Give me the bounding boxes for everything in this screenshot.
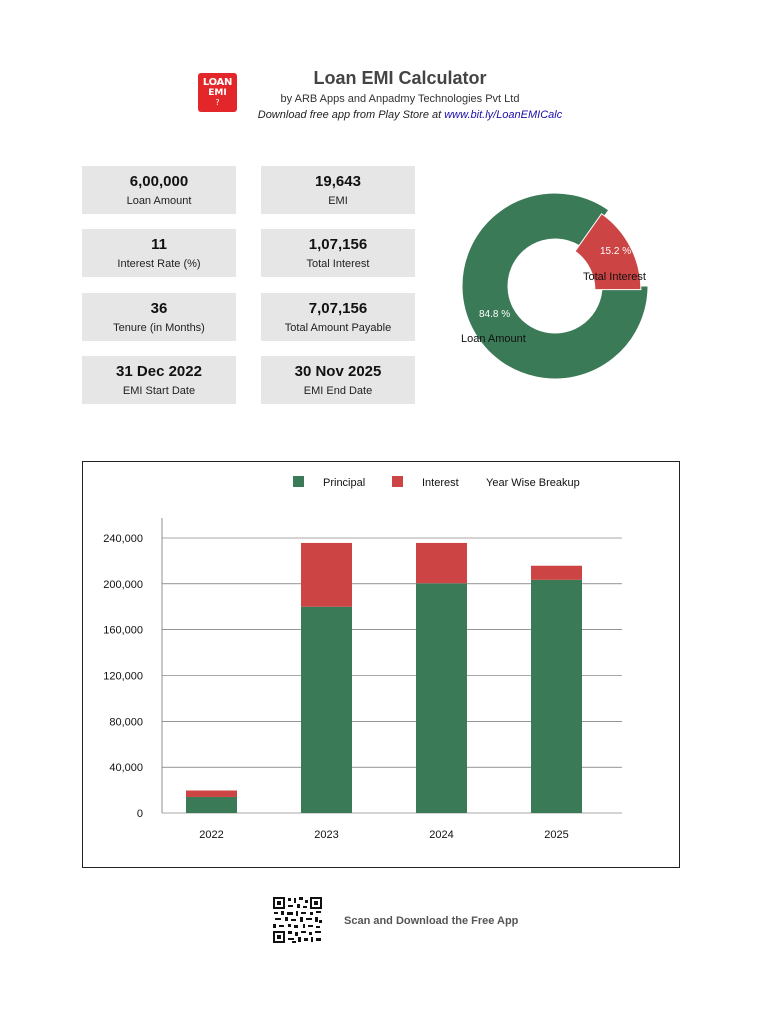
emi-value: 19,643 bbox=[315, 173, 361, 190]
donut-slice-total-interest bbox=[574, 213, 642, 291]
logo-line-2: EMI bbox=[208, 88, 227, 98]
interest-rate-label: Interest Rate (%) bbox=[117, 258, 201, 270]
x-tick-label: 2025 bbox=[544, 829, 568, 841]
total-interest-label: Total Interest bbox=[306, 258, 370, 270]
y-tick-label: 200,000 bbox=[103, 579, 143, 591]
bar-principal-2023 bbox=[301, 606, 352, 813]
app-logo: LOAN EMI ? bbox=[198, 73, 237, 112]
bar-interest-2022 bbox=[186, 790, 237, 797]
donut-category-loan: Loan Amount bbox=[461, 333, 526, 345]
total-payable-card: 7,07,156 Total Amount Payable bbox=[261, 293, 415, 341]
donut-slice-loan-amount bbox=[461, 192, 649, 380]
page-title: Loan EMI Calculator bbox=[313, 68, 487, 88]
start-date-label: EMI Start Date bbox=[122, 385, 196, 397]
start-date-value: 31 Dec 2022 bbox=[116, 363, 202, 380]
play-store-link[interactable]: www.bit.ly/LoanEMICalc bbox=[444, 109, 563, 121]
total-interest-card: 1,07,156 Total Interest bbox=[261, 229, 415, 277]
loan-amount-value: 6,00,000 bbox=[129, 173, 189, 190]
x-tick-label: 2022 bbox=[199, 829, 223, 841]
loan-amount-card: 6,00,000 Loan Amount bbox=[82, 166, 236, 214]
donut-category-interest: Total Interest bbox=[583, 271, 646, 283]
qr-code bbox=[272, 896, 323, 944]
y-tick-label: 0 bbox=[137, 808, 143, 820]
chart-title: Year Wise Breakup bbox=[486, 477, 580, 489]
emi-card: 19,643 EMI bbox=[261, 166, 415, 214]
y-tick-label: 80,000 bbox=[109, 716, 143, 728]
download-text: Download free app from Play Store at bbox=[257, 109, 445, 121]
bar-principal-2025 bbox=[531, 579, 582, 813]
emi-label: EMI bbox=[328, 195, 348, 207]
bar-interest-2024 bbox=[416, 542, 467, 584]
bar-interest-2023 bbox=[301, 542, 352, 607]
legend-label-principal: Principal bbox=[323, 477, 365, 489]
y-tick-label: 240,000 bbox=[103, 533, 143, 545]
start-date-card: 31 Dec 2022 EMI Start Date bbox=[82, 356, 236, 404]
donut-label-loan-percent: 84.8 % bbox=[479, 309, 510, 320]
scan-download-text: Scan and Download the Free App bbox=[344, 915, 519, 927]
loan-split-donut-chart: 15.2 % 84.8 % Total Interest Loan Amount bbox=[461, 192, 649, 380]
loan-amount-label: Loan Amount bbox=[126, 195, 192, 207]
bar-interest-2025 bbox=[531, 565, 582, 580]
legend-swatch-interest bbox=[392, 476, 403, 487]
end-date-value: 30 Nov 2025 bbox=[294, 363, 382, 380]
end-date-label: EMI End Date bbox=[303, 385, 373, 397]
x-tick-label: 2024 bbox=[429, 829, 453, 841]
y-tick-label: 160,000 bbox=[103, 625, 143, 637]
total-payable-value: 7,07,156 bbox=[308, 300, 368, 317]
y-tick-label: 120,000 bbox=[103, 671, 143, 683]
yearly-breakup-bar-chart: 0 40,000 80,000 120,000 160,000 200,000 240,00… bbox=[103, 476, 622, 841]
interest-rate-value: 11 bbox=[151, 236, 167, 253]
yearly-breakup-chart-frame bbox=[82, 461, 680, 868]
interest-rate-card: 11 Interest Rate (%) bbox=[82, 229, 236, 277]
tenure-value: 36 bbox=[150, 300, 168, 317]
tenure-label: Tenure (in Months) bbox=[113, 322, 205, 334]
bar-principal-2022 bbox=[186, 796, 237, 813]
logo-line-3: ? bbox=[215, 98, 220, 107]
page-subtitle: by ARB Apps and Anpadmy Technologies Pvt… bbox=[280, 93, 520, 105]
legend-label-interest: Interest bbox=[422, 477, 459, 489]
y-tick-label: 40,000 bbox=[109, 762, 143, 774]
x-tick-label: 2023 bbox=[314, 829, 338, 841]
donut-label-interest-percent: 15.2 % bbox=[600, 246, 631, 257]
download-line: Download free app from Play Store at www… bbox=[200, 109, 620, 121]
bar-principal-2024 bbox=[416, 583, 467, 813]
end-date-card: 30 Nov 2025 EMI End Date bbox=[261, 356, 415, 404]
logo-line-1: LOAN bbox=[202, 77, 233, 88]
tenure-card: 36 Tenure (in Months) bbox=[82, 293, 236, 341]
legend-swatch-principal bbox=[293, 476, 304, 487]
total-payable-label: Total Amount Payable bbox=[284, 322, 392, 334]
total-interest-value: 1,07,156 bbox=[308, 236, 368, 253]
